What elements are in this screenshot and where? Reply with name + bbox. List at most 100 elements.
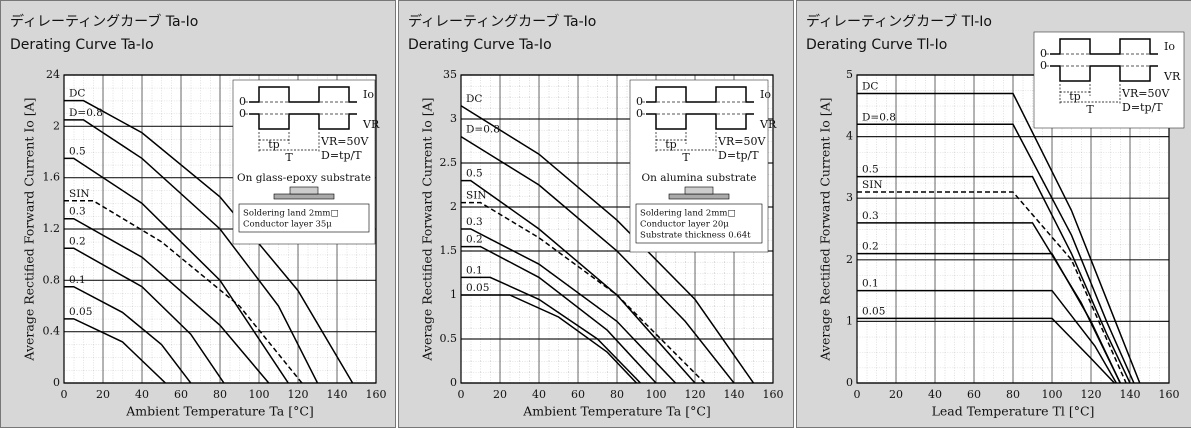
zero-label: 0 xyxy=(636,107,643,120)
vr-wave xyxy=(646,113,754,130)
x-axis-label: Ambient Temperature Ta [°C] xyxy=(522,404,711,419)
x-tick-label: 40 xyxy=(928,388,942,401)
duty-label: D=tp/T xyxy=(321,149,362,162)
curve xyxy=(64,157,289,384)
y-tick-label: 3 xyxy=(846,191,853,204)
x-tick-label: 140 xyxy=(327,388,348,401)
curve-label: 0.3 xyxy=(69,206,86,218)
curve xyxy=(64,217,270,384)
vr-label: VR xyxy=(362,118,380,131)
x-tick-label: 80 xyxy=(213,388,227,401)
substrate-label: On alumina substrate xyxy=(642,172,757,184)
y-tick-label: 1.6 xyxy=(43,171,61,184)
chart-title-ja: ディレーティングカーブ Ta-Io xyxy=(10,13,198,30)
curve xyxy=(64,200,303,384)
x-tick-label: 80 xyxy=(1006,388,1020,401)
x-tick-label: 20 xyxy=(493,388,507,401)
y-axis-label: Average Rectified Forward Current Io [A] xyxy=(420,97,435,361)
curve xyxy=(461,228,677,384)
curve-label: SIN xyxy=(69,188,90,200)
curve xyxy=(461,276,641,384)
y-tick-label: 4 xyxy=(846,130,853,143)
curve-label: D=0.8 xyxy=(862,111,896,123)
io-label: Io xyxy=(1164,40,1175,53)
chart-title-ja: ディレーティングカーブ Tl-Io xyxy=(806,13,992,30)
io-wave xyxy=(249,86,357,103)
curve xyxy=(64,286,192,384)
component-icon xyxy=(289,186,319,195)
substrate-note: Conductor layer 35μ xyxy=(243,220,332,230)
curve-label: 0.05 xyxy=(862,305,885,317)
y-tick-label: 1.5 xyxy=(440,244,458,257)
vr-value: VR=50V xyxy=(717,135,766,148)
plot-frame xyxy=(856,74,1170,384)
x-tick-label: 160 xyxy=(1159,388,1180,401)
x-tick-label: 0 xyxy=(458,388,465,401)
notes-box xyxy=(635,203,763,244)
curve xyxy=(857,289,1117,384)
period-label: T xyxy=(285,151,293,164)
curve xyxy=(857,175,1131,384)
x-tick-label: 0 xyxy=(61,388,68,401)
x-axis-label: Lead Temperature Tl [°C] xyxy=(932,404,1095,419)
plot-frame xyxy=(63,74,377,384)
curve xyxy=(857,252,1121,384)
curve-label: D=0.8 xyxy=(69,107,103,119)
io-wave xyxy=(1050,38,1158,55)
x-tick-label: 40 xyxy=(135,388,149,401)
tp-label: tp xyxy=(665,138,676,151)
substrate-icon xyxy=(273,193,335,200)
x-tick-label: 20 xyxy=(96,388,110,401)
curve-label: 0.1 xyxy=(466,264,483,276)
curve xyxy=(64,119,319,384)
vr-value: VR=50V xyxy=(320,135,369,148)
x-tick-label: 40 xyxy=(532,388,546,401)
y-tick-label: 0 xyxy=(53,376,60,389)
y-tick-label: 0.8 xyxy=(43,273,61,286)
curve-label: 0.1 xyxy=(862,278,879,290)
y-axis-label: Average Rectified Forward Current Io [A] xyxy=(22,97,37,361)
x-tick-label: 0 xyxy=(854,388,861,401)
vr-wave xyxy=(1050,65,1158,82)
substrate-note: Soldering land 2mm□ xyxy=(243,209,339,219)
curve xyxy=(857,123,1135,384)
y-tick-label: 0 xyxy=(846,376,853,389)
curve xyxy=(461,245,657,384)
y-tick-label: 0.5 xyxy=(440,332,458,345)
io-wave xyxy=(646,86,754,103)
io-label: Io xyxy=(760,88,771,101)
y-tick-label: 2 xyxy=(450,200,457,213)
curve-label: 0.3 xyxy=(466,216,483,228)
curve xyxy=(64,318,166,384)
curve-label: DC xyxy=(69,88,85,100)
x-tick-label: 100 xyxy=(249,388,270,401)
x-tick-label: 60 xyxy=(967,388,981,401)
y-tick-label: 24 xyxy=(46,68,60,81)
curve-label: 0.3 xyxy=(862,210,879,222)
duty-label: D=tp/T xyxy=(718,149,759,162)
chart-title: Derating Curve Ta-Io xyxy=(408,37,552,53)
vr-wave xyxy=(249,113,357,130)
curve-label: D=0.8 xyxy=(466,124,500,136)
component-icon xyxy=(684,186,714,195)
y-tick-label: 5 xyxy=(846,68,853,81)
x-tick-label: 160 xyxy=(763,388,784,401)
curve-label: 0.05 xyxy=(69,306,92,318)
y-tick-label: 0 xyxy=(450,376,457,389)
y-tick-label: 1.2 xyxy=(43,222,61,235)
x-tick-label: 80 xyxy=(610,388,624,401)
curve xyxy=(857,191,1127,384)
x-tick-label: 140 xyxy=(1120,388,1141,401)
y-axis-label: Average Rectified Forward Current Io [A] xyxy=(818,97,833,361)
chart-title: Derating Curve Ta-Io xyxy=(10,37,154,53)
curve-label: 0.2 xyxy=(466,234,483,246)
zero-label: 0 xyxy=(636,95,643,108)
x-tick-label: 160 xyxy=(366,388,387,401)
curve-label: 0.5 xyxy=(466,168,483,180)
zero-label: 0 xyxy=(239,107,246,120)
y-tick-label: 35 xyxy=(443,68,457,81)
curve-label: SIN xyxy=(466,190,487,202)
y-tick-label: 2 xyxy=(846,253,853,266)
duty-label: D=tp/T xyxy=(1122,101,1163,114)
